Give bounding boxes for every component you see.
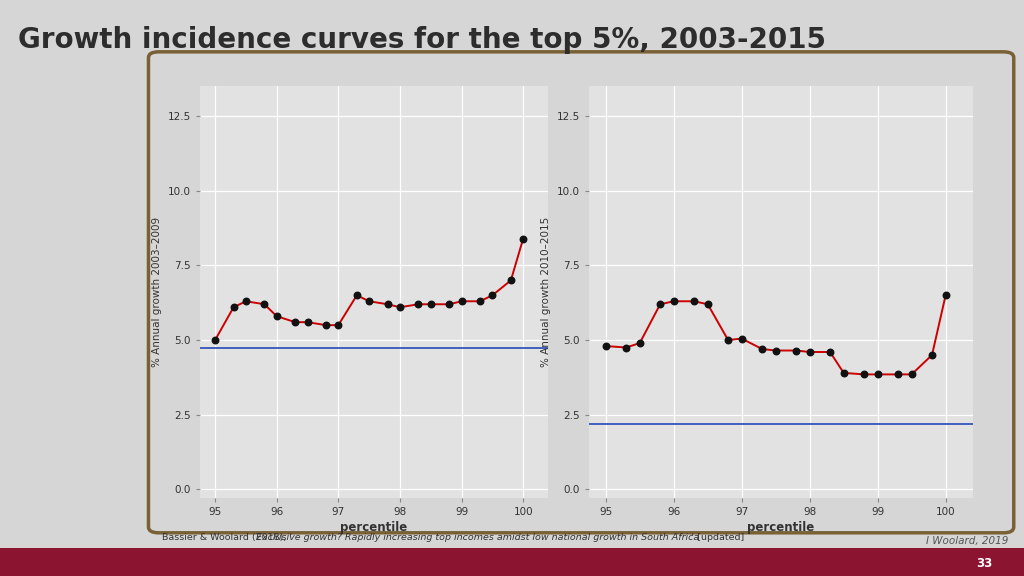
Point — [869, 370, 886, 379]
Point — [238, 297, 254, 306]
Point — [268, 312, 285, 321]
Point — [856, 370, 872, 379]
Point — [299, 317, 315, 327]
Point — [686, 297, 702, 306]
Point — [618, 343, 635, 352]
Point — [515, 234, 531, 243]
Point — [720, 335, 736, 344]
Point — [411, 300, 427, 309]
Point — [754, 344, 770, 354]
X-axis label: percentile: percentile — [748, 521, 814, 535]
Point — [454, 297, 470, 306]
Text: I Woolard, 2019: I Woolard, 2019 — [927, 536, 1009, 546]
Point — [360, 297, 377, 306]
Point — [768, 346, 784, 355]
Point — [503, 276, 519, 285]
Point — [787, 346, 804, 355]
Point — [423, 300, 439, 309]
Point — [441, 300, 458, 309]
Point — [472, 297, 488, 306]
Y-axis label: % Annual growth 2010–2015: % Annual growth 2010–2015 — [541, 217, 551, 367]
Point — [822, 347, 839, 357]
Text: Growth incidence curves for the top 5%, 2003-2015: Growth incidence curves for the top 5%, … — [18, 26, 826, 54]
Point — [348, 291, 365, 300]
Point — [632, 339, 648, 348]
Point — [937, 291, 953, 300]
Point — [380, 300, 396, 309]
Point — [924, 350, 940, 359]
Point — [392, 302, 409, 312]
Point — [652, 300, 669, 309]
Text: ’ [updated]: ’ [updated] — [691, 533, 744, 542]
Point — [666, 297, 682, 306]
Point — [836, 368, 852, 377]
Text: 33: 33 — [976, 557, 992, 570]
Point — [484, 291, 501, 300]
Point — [225, 302, 242, 312]
Point — [890, 370, 906, 379]
Point — [598, 342, 614, 351]
Point — [903, 370, 920, 379]
Point — [330, 320, 346, 329]
Point — [317, 320, 334, 329]
X-axis label: percentile: percentile — [340, 521, 408, 535]
Point — [699, 300, 716, 309]
Text: Bassier & Woolard (2018), ‘: Bassier & Woolard (2018), ‘ — [162, 533, 292, 542]
Point — [802, 347, 818, 357]
Point — [733, 334, 750, 343]
Y-axis label: % Annual growth 2003–2009: % Annual growth 2003–2009 — [152, 217, 162, 367]
Text: Exclusive growth? Rapidly increasing top incomes amidst low national growth in S: Exclusive growth? Rapidly increasing top… — [256, 533, 699, 542]
Point — [207, 335, 223, 344]
Point — [256, 300, 272, 309]
Point — [287, 317, 303, 327]
